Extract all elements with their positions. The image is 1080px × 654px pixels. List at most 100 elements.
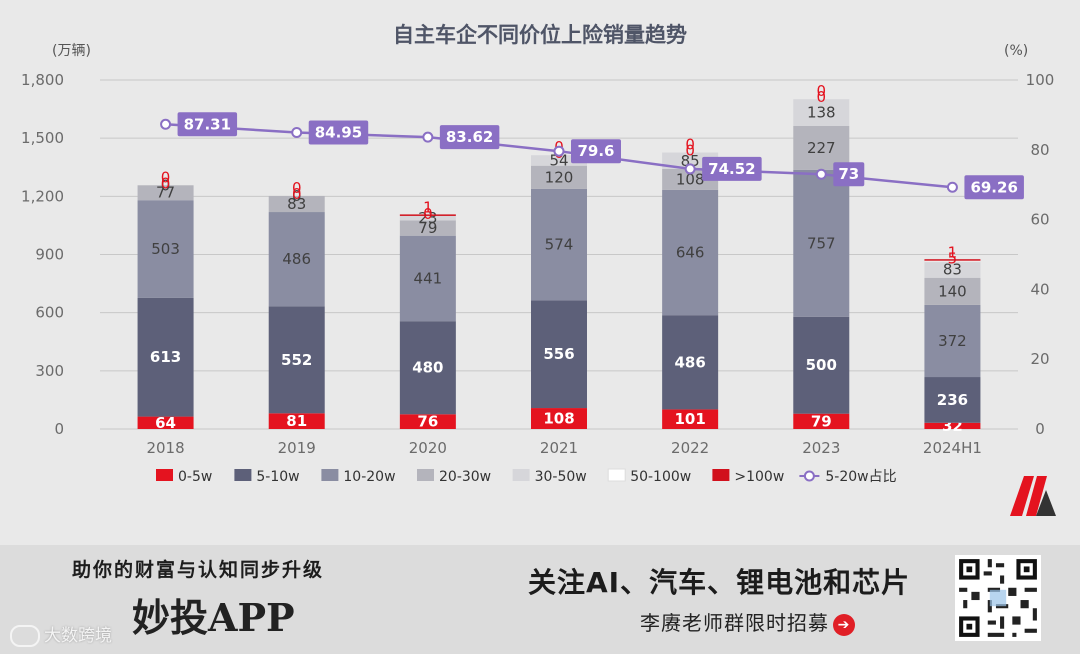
- y2-tick-label: 60: [1030, 211, 1049, 229]
- bar-segment: [531, 165, 587, 189]
- y2-tick-label: 100: [1026, 71, 1055, 89]
- data-label: 227: [807, 139, 836, 157]
- data-label: 0: [292, 185, 302, 203]
- pct-label: 69.26: [964, 175, 1024, 200]
- bar-segment: [531, 155, 587, 166]
- m-logo-icon: [1010, 476, 1056, 516]
- data-label: 236: [937, 391, 968, 409]
- data-label: 101: [674, 410, 705, 428]
- bar-segment: [924, 277, 981, 305]
- y-tick-label: 600: [35, 304, 64, 322]
- bar-segment: [268, 195, 325, 213]
- data-label: 79: [418, 219, 437, 237]
- line-point: [684, 163, 696, 175]
- data-label: 613: [150, 348, 181, 366]
- bar-segment: [531, 408, 587, 429]
- y-tick-label: 1,200: [21, 187, 64, 205]
- data-label: 574: [545, 236, 574, 254]
- pct-label: 74.52: [702, 156, 762, 181]
- data-label: 138: [807, 104, 836, 122]
- line-point: [553, 145, 565, 157]
- bar-segment: [268, 306, 325, 414]
- x-tick-label: 2023: [802, 439, 840, 457]
- pct-label-text: 83.62: [446, 128, 493, 146]
- bar-segment: [399, 235, 456, 322]
- data-label: 372: [938, 332, 967, 350]
- legend-label: 10-20w: [343, 469, 395, 485]
- data-label: 0: [685, 136, 695, 154]
- legend-swatch: [234, 469, 252, 481]
- legend: 0-5w 5-10w 10-20w 20-30w 30-50w 50-100w >100w 5…: [156, 468, 897, 485]
- data-label: 0: [817, 82, 827, 100]
- y2-tick-label: 80: [1030, 141, 1049, 159]
- data-label: 79: [811, 412, 832, 430]
- data-label: 76: [417, 413, 438, 431]
- recruit-text: 李赓老师群限时招募: [640, 611, 829, 635]
- watermark-text: 大数跨境: [44, 626, 112, 646]
- bar-segment: [662, 315, 719, 410]
- bar-segment: [793, 99, 850, 126]
- legend-swatch: [417, 469, 434, 481]
- data-label: 486: [282, 250, 311, 268]
- pct-label-box: [571, 139, 621, 164]
- line-point: [291, 127, 303, 139]
- bar-segment: [399, 414, 456, 429]
- legend-label: 0-5w: [178, 469, 212, 485]
- recruit-link[interactable]: 李赓老师群限时招募 ➔: [640, 607, 855, 636]
- data-label: 757: [807, 234, 836, 252]
- data-label: 503: [151, 240, 180, 258]
- legend-marker: [803, 470, 815, 482]
- bar-segment: [399, 220, 456, 236]
- bar-segment: [137, 297, 194, 417]
- y2-tick-label: 0: [1035, 420, 1045, 438]
- legend-swatch: [512, 469, 530, 481]
- data-label: 1: [948, 244, 958, 262]
- share-line: 87.31 84.95 83.62 79.6 74.52 73 69.26: [160, 112, 1024, 200]
- right-axis: 0 20 40 60 80 100: [1026, 71, 1055, 438]
- bar-segment: [399, 321, 456, 415]
- y-tick-label: 1,500: [21, 129, 64, 147]
- bar-segment: [137, 200, 194, 298]
- bar-segment: [531, 300, 587, 409]
- chart: 自主车企不同价位上险销量趋势 (万辆) (%) 03006009001,2001…: [21, 23, 1056, 516]
- line-point: [815, 168, 827, 180]
- data-label: 0: [292, 179, 302, 197]
- x-tick-label: 2021: [540, 439, 578, 457]
- legend-label: 5-20w占比: [825, 469, 896, 485]
- bar-segment: [793, 413, 850, 429]
- banner-topic: 关注AI、汽车、锂电池和芯片: [528, 566, 911, 599]
- app-name: 妙投APP: [132, 595, 295, 640]
- pct-label-box: [308, 120, 369, 145]
- bar-segment: [662, 409, 719, 429]
- pct-label-box: [177, 112, 238, 137]
- bar-segment: [662, 189, 719, 316]
- data-label: 0: [161, 176, 171, 194]
- bar-segment: [399, 215, 456, 221]
- data-label: 108: [676, 170, 705, 188]
- pct-label-text: 79.6: [577, 142, 614, 160]
- y2-tick-label: 20: [1030, 350, 1049, 368]
- data-label: 0: [423, 205, 433, 223]
- pct-label-box: [702, 156, 762, 181]
- data-label: 54: [549, 151, 568, 169]
- right-axis-unit: (%): [1004, 43, 1028, 59]
- data-label: 77: [156, 184, 175, 202]
- y-tick-label: 1,800: [21, 71, 64, 89]
- pct-label-box: [964, 175, 1024, 200]
- bar-segment: [924, 259, 981, 261]
- data-label: 552: [281, 351, 312, 369]
- legend-swatch: [321, 469, 339, 481]
- bar-segment: [924, 422, 981, 429]
- banner-slogan: 助你的财富与认知同步升级: [72, 559, 325, 581]
- bar-segment: [268, 212, 325, 307]
- legend-swatch: [712, 469, 730, 481]
- bar-segment: [137, 185, 194, 201]
- watermark: 大数跨境: [10, 621, 112, 647]
- data-label: 1: [423, 199, 433, 217]
- data-label: 83: [287, 195, 306, 213]
- y-tick-label: 300: [35, 362, 64, 380]
- legend-label: 50-100w: [630, 469, 691, 485]
- pct-label: 79.6: [571, 139, 621, 164]
- data-label: 81: [286, 412, 307, 430]
- qr-code-icon[interactable]: [955, 555, 1041, 641]
